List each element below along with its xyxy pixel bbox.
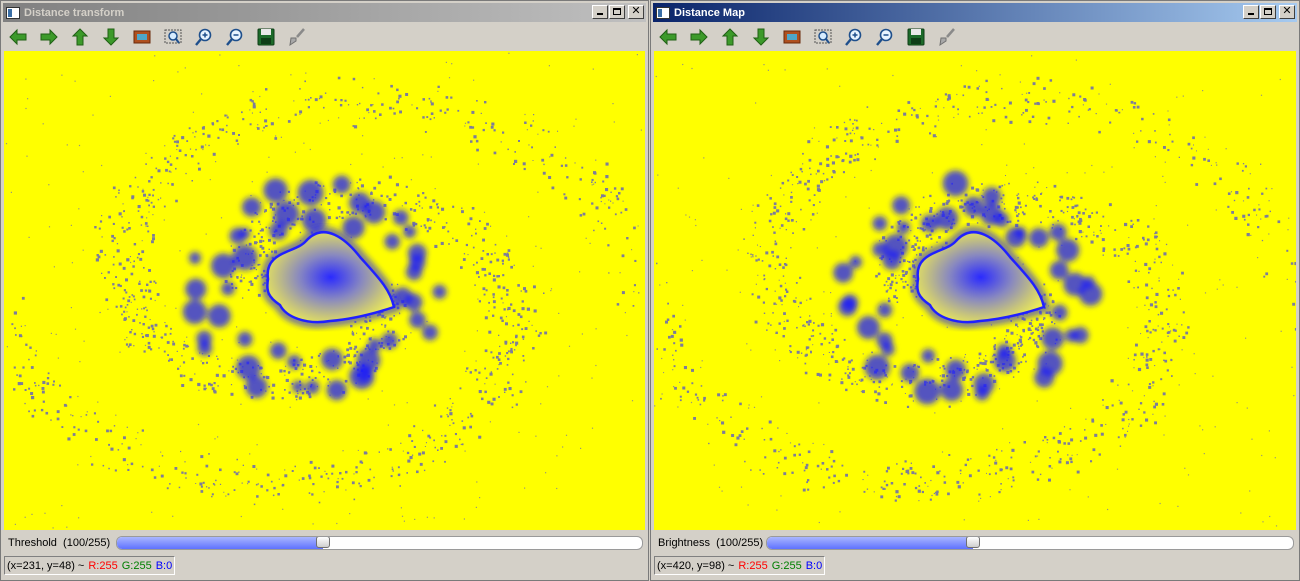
distance-transform-window: Distance transform ✕ Threshold (100/255)…	[0, 0, 649, 581]
arrow-left-button[interactable]	[657, 26, 679, 48]
brightness-trackbar-row: Brightness (100/255)	[654, 533, 1296, 553]
zoom-out-button[interactable]	[224, 26, 246, 48]
cursor-coordinates: (x=420, y=98) ~	[657, 559, 735, 572]
minimize-button[interactable]	[1243, 5, 1259, 19]
close-button[interactable]: ✕	[628, 4, 644, 19]
pixel-info: (x=420, y=98) ~ R:255 G:255 B:0	[654, 556, 826, 575]
fit-window-button[interactable]	[781, 26, 803, 48]
arrow-left-icon	[659, 28, 677, 46]
status-bar: (x=231, y=48) ~ R:255 G:255 B:0	[4, 556, 176, 575]
save-button[interactable]	[255, 26, 277, 48]
distance-map-window: Distance Map ✕ Brightness (100/255) (x=4…	[650, 0, 1300, 581]
fit-window-icon	[133, 30, 151, 44]
zoom-in-button[interactable]	[843, 26, 865, 48]
save-button[interactable]	[905, 26, 927, 48]
arrow-right-icon	[690, 28, 708, 46]
slider-thumb[interactable]	[315, 537, 330, 548]
blue-value: B:0	[805, 559, 823, 572]
window-title: Distance Map	[674, 6, 745, 19]
toolbar	[3, 24, 646, 50]
distance-transform-image	[4, 51, 645, 530]
zoom-region-icon	[164, 29, 182, 44]
pixel-info: (x=231, y=48) ~ R:255 G:255 B:0	[4, 556, 176, 575]
status-bar: (x=420, y=98) ~ R:255 G:255 B:0	[654, 556, 826, 575]
arrow-up-icon	[721, 28, 739, 46]
title-bar[interactable]: Distance Map ✕	[653, 3, 1297, 22]
slider-fill	[117, 537, 323, 549]
zoom-in-icon	[195, 28, 212, 46]
save-icon	[257, 28, 275, 46]
maximize-button[interactable]	[1260, 5, 1276, 19]
green-value: G:255	[121, 559, 152, 572]
zoom-region-button[interactable]	[812, 26, 834, 48]
window-app-icon	[656, 6, 670, 19]
minimize-icon	[1248, 13, 1254, 15]
image-canvas[interactable]	[4, 51, 645, 530]
trackbar-label: Brightness (100/255)	[658, 537, 764, 549]
slider-thumb[interactable]	[966, 537, 981, 548]
minimize-button[interactable]	[592, 5, 608, 19]
zoom-out-icon	[226, 28, 243, 46]
maximize-icon	[613, 8, 621, 15]
toolbar	[653, 24, 1297, 50]
properties-brush-button[interactable]	[936, 26, 958, 48]
distance-map-image	[654, 51, 1296, 530]
close-button[interactable]: ✕	[1279, 4, 1295, 19]
minimize-icon	[597, 13, 603, 15]
zoom-in-icon	[845, 28, 862, 46]
arrow-down-button[interactable]	[100, 26, 122, 48]
close-icon: ✕	[631, 4, 641, 17]
fit-window-button[interactable]	[131, 26, 153, 48]
zoom-region-icon	[814, 29, 832, 44]
green-value: G:255	[771, 559, 802, 572]
arrow-down-button[interactable]	[750, 26, 772, 48]
brightness-slider[interactable]	[766, 536, 1294, 550]
properties-brush-icon	[289, 28, 305, 47]
arrow-down-icon	[752, 28, 770, 46]
arrow-left-button[interactable]	[7, 26, 29, 48]
arrow-up-button[interactable]	[69, 26, 91, 48]
slider-fill	[767, 537, 974, 549]
trackbar-label: Threshold (100/255)	[8, 537, 111, 549]
arrow-right-icon	[40, 28, 58, 46]
arrow-right-button[interactable]	[38, 26, 60, 48]
zoom-region-button[interactable]	[162, 26, 184, 48]
cursor-coordinates: (x=231, y=48) ~	[7, 559, 85, 572]
arrow-up-icon	[71, 28, 89, 46]
arrow-right-button[interactable]	[688, 26, 710, 48]
properties-brush-icon	[939, 28, 955, 47]
arrow-up-button[interactable]	[719, 26, 741, 48]
zoom-out-icon	[876, 28, 893, 46]
red-value: R:255	[738, 559, 768, 572]
image-canvas[interactable]	[654, 51, 1296, 530]
zoom-in-button[interactable]	[193, 26, 215, 48]
red-value: R:255	[88, 559, 118, 572]
arrow-left-icon	[9, 28, 27, 46]
window-title: Distance transform	[24, 6, 125, 19]
maximize-icon	[1264, 8, 1272, 15]
close-icon: ✕	[1282, 4, 1292, 17]
threshold-slider[interactable]	[116, 536, 643, 550]
title-bar[interactable]: Distance transform ✕	[3, 3, 646, 22]
fit-window-icon	[783, 30, 801, 44]
arrow-down-icon	[102, 28, 120, 46]
blue-value: B:0	[155, 559, 173, 572]
properties-brush-button[interactable]	[286, 26, 308, 48]
zoom-out-button[interactable]	[874, 26, 896, 48]
maximize-button[interactable]	[609, 5, 625, 19]
save-icon	[907, 28, 925, 46]
window-app-icon	[6, 6, 20, 19]
threshold-trackbar-row: Threshold (100/255)	[4, 533, 645, 553]
